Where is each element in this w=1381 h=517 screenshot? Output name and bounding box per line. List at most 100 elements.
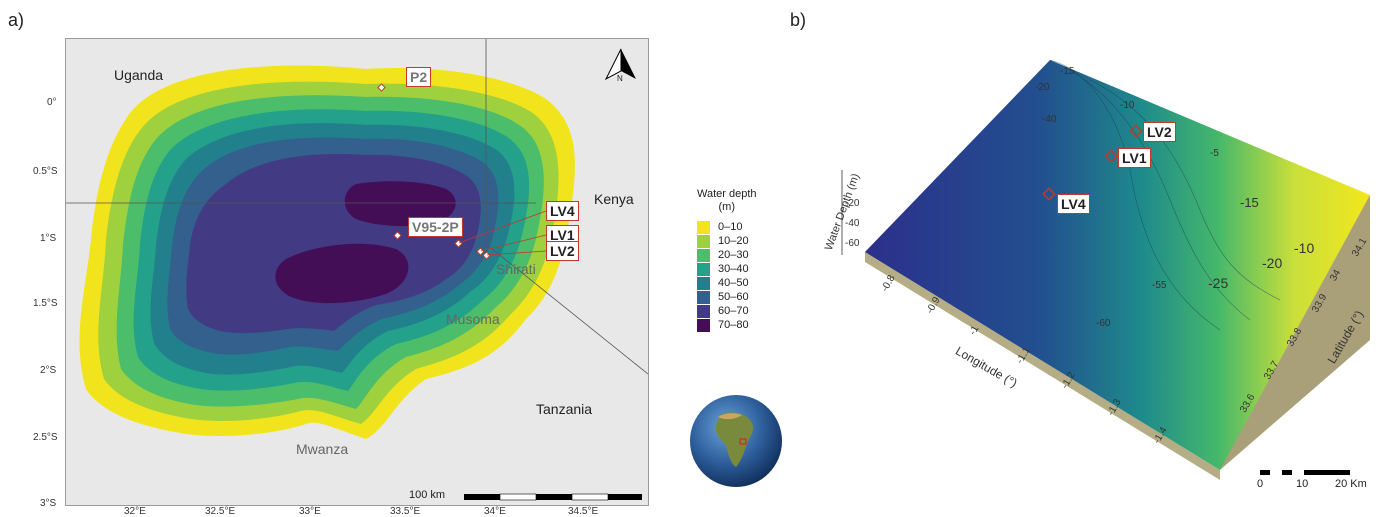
legend-title: Water depth (m) (697, 188, 757, 214)
legend-item: 50–60 (697, 290, 757, 304)
lake-victoria-map: Uganda Kenya Tanzania Shirati Musoma Mwa… (65, 38, 649, 506)
lat-tick: 1.5°S (33, 298, 58, 309)
contour-label: -15 (1240, 195, 1259, 210)
legend-title-line2: (m) (718, 201, 736, 213)
contour-label: -20 (1035, 82, 1050, 93)
legend-label: 40–50 (718, 277, 749, 289)
legend-swatch (697, 220, 710, 234)
depth-band-70-80-south (275, 243, 409, 304)
legend-item: 20–30 (697, 248, 757, 262)
block-side-front (865, 252, 1220, 480)
lon-tick: 34°E (484, 506, 506, 517)
north-label: N (617, 74, 623, 83)
lat-tick: 2°S (40, 365, 57, 376)
lat-tick: 1°S (40, 233, 57, 244)
depth-legend: Water depth (m) 0–10 10–20 20–30 30–40 4… (697, 188, 757, 332)
legend-swatch (697, 318, 710, 332)
site-marker-lv1 (476, 247, 485, 256)
legend-label: 10–20 (718, 235, 749, 247)
legend-item: 40–50 (697, 276, 757, 290)
lon-tick: 33°E (299, 506, 321, 517)
panel-b-label: b) (790, 10, 807, 30)
label-uganda: Uganda (114, 67, 164, 83)
contour-label: -25 (1208, 275, 1229, 291)
legend-swatch (697, 290, 710, 304)
site-label-lv2: LV2 (546, 241, 579, 261)
legend-swatch (697, 234, 710, 248)
contour-label: -10 (1120, 100, 1135, 111)
legend-swatch (697, 262, 710, 276)
legend-item: 0–10 (697, 220, 757, 234)
study-area-box (739, 438, 747, 445)
scale-bar-seg (608, 494, 642, 500)
leader-line-lv4 (458, 210, 547, 244)
site-label-lv4-3d: LV4 (1057, 194, 1090, 214)
site-marker-lv1-3d (1104, 149, 1118, 163)
z-tick: -20 (845, 198, 860, 209)
scale-bar-seg (536, 494, 572, 500)
site-label-lv1-3d: LV1 (1118, 148, 1151, 168)
legend-label: 70–80 (718, 319, 749, 331)
scale-tick-b: 20 Km (1335, 478, 1367, 490)
scale-tick-b: 10 (1296, 478, 1309, 490)
lat-tick: 3°S (40, 498, 57, 509)
legend-label: 50–60 (718, 291, 749, 303)
contour-label: -55 (1152, 280, 1167, 291)
scale-bar-seg (464, 494, 500, 500)
contour-label: -5 (1210, 148, 1219, 159)
site-marker-p2 (377, 83, 386, 92)
legend-item: 30–40 (697, 262, 757, 276)
label-mwanza: Mwanza (296, 441, 349, 457)
legend-item: 60–70 (697, 304, 757, 318)
lat-tick: 2.5°S (33, 432, 58, 443)
legend-swatch (697, 304, 710, 318)
depth-band-70-80-north (344, 181, 456, 227)
leader-line-lv1 (480, 234, 547, 252)
contour-label: -20 (1262, 255, 1283, 271)
site-label-lv2-3d: LV2 (1143, 122, 1176, 142)
site-label-p2: P2 (406, 67, 432, 87)
lat-tick: 0.5°S (33, 166, 58, 177)
border-line (485, 243, 648, 375)
3d-surface (841, 59, 1370, 480)
lon-tick: 32.5°E (205, 506, 236, 517)
legend-swatch (697, 248, 710, 262)
site-label-lv4: LV4 (546, 201, 579, 221)
label-musoma: Musoma (446, 311, 500, 327)
legend-label: 20–30 (718, 249, 749, 261)
legend-label: 0–10 (718, 221, 743, 233)
legend-swatch (697, 276, 710, 290)
scale-label: 100 km (409, 489, 446, 501)
scale-tick-b: 0 (1257, 478, 1264, 490)
site-label-v95: V95-2P (408, 217, 463, 237)
z-tick: -60 (845, 238, 860, 249)
north-arrow-icon (621, 49, 636, 79)
lon-tick: 32°E (124, 506, 146, 517)
3d-bathymetry-block: LV2 LV1 LV4 -15 -20 -10 -40 -5 -15 -20 -… (823, 30, 1375, 490)
block-top-surface (865, 60, 1370, 470)
legend-label: 30–40 (718, 263, 749, 275)
lon-tick: 34.5°E (568, 506, 599, 517)
leader-line-lv2 (486, 250, 547, 256)
contour-label: -60 (1096, 318, 1111, 329)
lon-tick: 33.5°E (390, 506, 421, 517)
legend-item: 10–20 (697, 234, 757, 248)
africa-shape (715, 412, 754, 467)
site-marker-lv4-3d (1042, 187, 1056, 201)
scale-bar-seg (571, 493, 609, 501)
site-marker-lv2-3d (1129, 124, 1143, 138)
contour-label: -10 (1294, 240, 1315, 256)
z-tick: -40 (845, 218, 860, 229)
bathymetry-layer (66, 39, 648, 501)
legend-item: 70–80 (697, 318, 757, 332)
scale-bar-seg (499, 493, 537, 501)
contour-label: -15 (1060, 66, 1075, 77)
legend-title-line1: Water depth (697, 188, 757, 200)
contour-label: -40 (1042, 114, 1057, 125)
label-shirati: Shirati (496, 261, 536, 277)
panel-a-label: a) (8, 10, 25, 30)
site-marker-v95 (393, 231, 402, 240)
site-marker-lv4 (454, 239, 463, 248)
label-tanzania: Tanzania (536, 401, 593, 417)
lat-tick: 0° (47, 97, 57, 108)
